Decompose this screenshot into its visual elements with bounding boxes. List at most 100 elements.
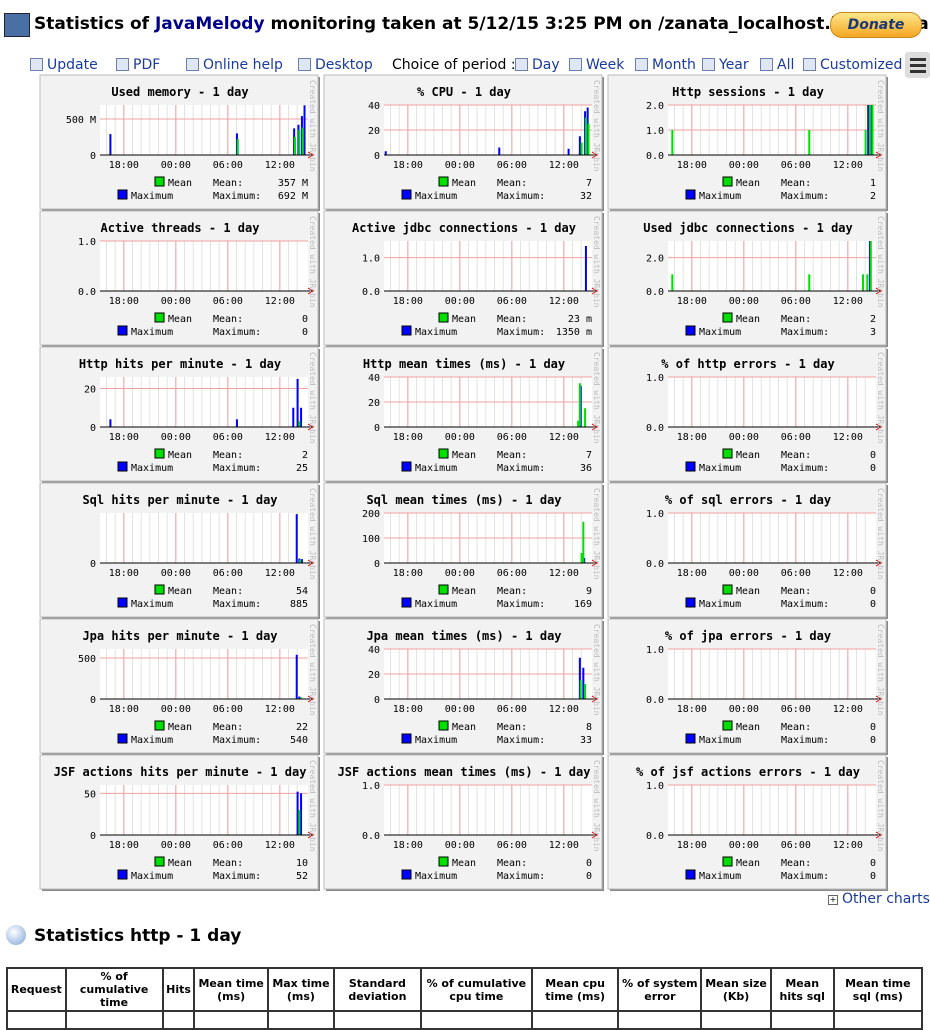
period-text[interactable]: All xyxy=(777,57,795,73)
y-tick-label: 0.0 xyxy=(646,831,664,842)
column-header: Mean size (Kb) xyxy=(700,967,772,1012)
period-icon[interactable] xyxy=(515,58,528,71)
link-text[interactable]: Desktop xyxy=(315,57,373,73)
y-tick-label: 1.0 xyxy=(646,645,664,656)
period-link[interactable]: Month xyxy=(635,57,696,73)
column-header: % of cumulative cpu time xyxy=(419,967,533,1012)
max-swatch xyxy=(685,461,696,472)
other-charts-link[interactable]: + Other charts xyxy=(828,891,930,907)
link-text[interactable]: Online help xyxy=(203,57,283,73)
x-tick-label: 12:00 xyxy=(265,704,295,715)
legend-max-label: Maximum xyxy=(415,191,457,202)
period-text[interactable]: Day xyxy=(532,57,560,73)
table-cell xyxy=(193,1010,269,1030)
link-icon[interactable] xyxy=(186,58,199,71)
title-prefix: Statistics of xyxy=(34,14,155,34)
y-tick-label: 0 xyxy=(90,151,96,162)
legend-max-label: Maximum xyxy=(699,191,741,202)
period-text[interactable]: Customized xyxy=(820,57,903,73)
x-tick-label: 00:00 xyxy=(445,160,475,171)
max-swatch xyxy=(117,461,128,472)
legend-mean-label: Mean xyxy=(452,314,476,325)
axis-arrow xyxy=(307,831,314,839)
table-cell xyxy=(530,1010,620,1030)
period-icon[interactable] xyxy=(702,58,715,71)
period-link[interactable]: Customized xyxy=(803,57,902,73)
x-tick-label: 18:00 xyxy=(677,568,707,579)
period-icon[interactable] xyxy=(803,58,816,71)
link-icon[interactable] xyxy=(30,58,43,71)
link-icon[interactable] xyxy=(116,58,129,71)
x-tick-label: 00:00 xyxy=(729,296,759,307)
period-link[interactable]: All xyxy=(760,57,794,73)
title-link[interactable]: JavaMelody xyxy=(154,14,265,34)
legend-max-label: Maximum xyxy=(415,871,457,882)
period-icon[interactable] xyxy=(635,58,648,71)
max-bar xyxy=(300,793,303,835)
legend-max-caption: Maximum: xyxy=(213,191,261,202)
x-tick-label: 12:00 xyxy=(833,840,863,851)
link-icon[interactable] xyxy=(298,58,311,71)
mean-bar xyxy=(300,697,303,699)
link-text[interactable]: Update xyxy=(47,57,98,73)
x-tick-label: 12:00 xyxy=(833,432,863,443)
legend-mean-caption: Mean: xyxy=(497,178,527,189)
x-tick-label: 12:00 xyxy=(265,296,295,307)
max-swatch xyxy=(685,869,696,880)
menu-button[interactable] xyxy=(905,52,930,78)
period-link[interactable]: Year xyxy=(702,57,749,73)
watermark: Created with JRobin xyxy=(592,624,601,716)
x-tick-label: 06:00 xyxy=(497,568,527,579)
x-tick-label: 00:00 xyxy=(445,432,475,443)
chart-title: Sql hits per minute - 1 day xyxy=(82,493,277,507)
legend-mean-value: 8 xyxy=(586,722,592,733)
plot-area xyxy=(384,241,592,291)
axis-arrow xyxy=(307,695,314,703)
x-tick-label: 12:00 xyxy=(833,296,863,307)
x-tick-label: 12:00 xyxy=(265,160,295,171)
legend-max-label: Maximum xyxy=(415,463,457,474)
toolbar-link[interactable]: PDF xyxy=(116,57,160,73)
max-bar xyxy=(567,148,570,155)
toolbar-link[interactable]: Update xyxy=(30,57,98,73)
max-swatch xyxy=(117,597,128,608)
period-text[interactable]: Year xyxy=(719,57,749,73)
max-bar xyxy=(582,667,585,699)
x-tick-label: 12:00 xyxy=(833,704,863,715)
x-tick-label: 18:00 xyxy=(677,704,707,715)
x-tick-label: 06:00 xyxy=(497,840,527,851)
legend-mean-caption: Mean: xyxy=(497,314,527,325)
mean-bar xyxy=(868,105,871,155)
mean-bar xyxy=(578,383,581,427)
max-bar xyxy=(296,378,299,427)
mean-bar xyxy=(584,117,587,155)
period-link[interactable]: Day xyxy=(515,57,560,73)
legend-max-caption: Maximum: xyxy=(213,463,261,474)
period-link[interactable]: Week xyxy=(569,57,624,73)
chart-title: Http hits per minute - 1 day xyxy=(79,357,281,371)
chart-title: % CPU - 1 day xyxy=(417,85,511,99)
period-text[interactable]: Month xyxy=(652,57,696,73)
legend-max-value: 0 xyxy=(870,871,876,882)
y-tick-label: 0.0 xyxy=(362,831,380,842)
toolbar-link[interactable]: Desktop xyxy=(298,57,373,73)
max-swatch xyxy=(401,869,412,880)
max-bar xyxy=(578,136,581,155)
toolbar-link[interactable]: Online help xyxy=(186,57,283,73)
max-swatch xyxy=(401,733,412,744)
plot-area xyxy=(100,105,308,155)
period-text[interactable]: Week xyxy=(586,57,625,73)
max-bar xyxy=(292,407,295,427)
link-text[interactable]: PDF xyxy=(133,57,161,73)
max-swatch xyxy=(685,733,696,744)
legend-mean-value: 0 xyxy=(870,722,876,733)
table-cell xyxy=(832,1010,924,1030)
other-charts-text[interactable]: Other charts xyxy=(842,891,930,907)
y-tick-label: 1.0 xyxy=(646,373,664,384)
chart-title: Http mean times (ms) - 1 day xyxy=(363,357,565,371)
period-icon[interactable] xyxy=(569,58,582,71)
legend-mean-caption: Mean: xyxy=(213,586,243,597)
x-tick-label: 06:00 xyxy=(781,296,811,307)
donate-button[interactable]: Donate xyxy=(830,12,922,38)
period-icon[interactable] xyxy=(760,58,773,71)
